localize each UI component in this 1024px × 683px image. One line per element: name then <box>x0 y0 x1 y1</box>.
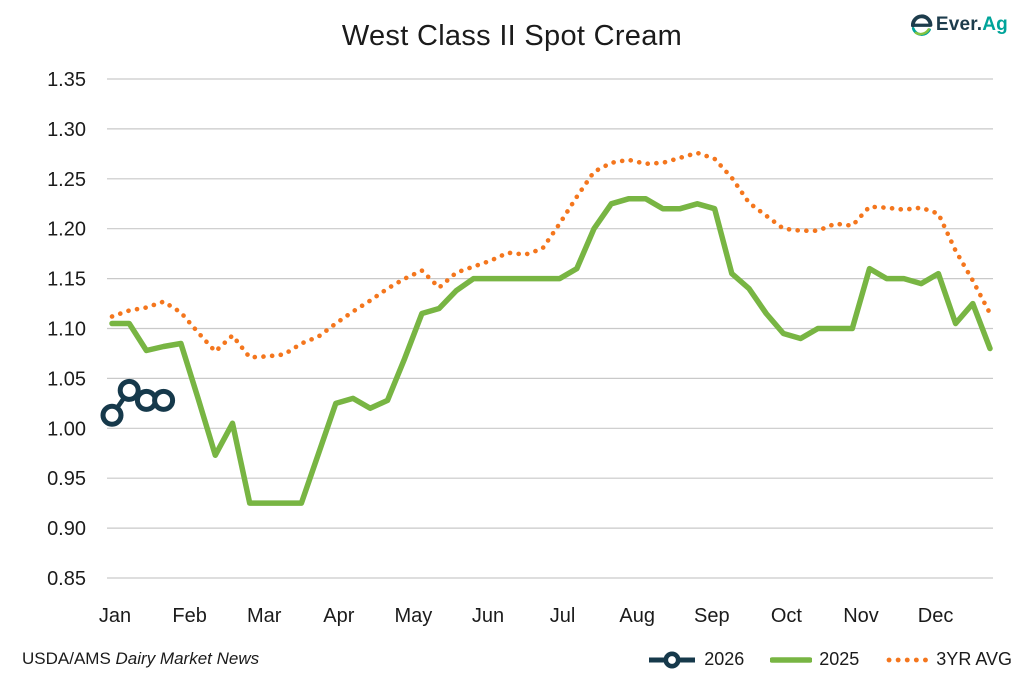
logo-text-secondary: Ag <box>982 13 1008 35</box>
legend-item-2025: 2025 <box>770 649 859 670</box>
source-name: Dairy Market News <box>115 649 260 668</box>
legend-label-3yr-avg: 3YR AVG <box>936 649 1012 669</box>
y-tick-label: 0.95 <box>47 468 86 490</box>
y-tick-label: 1.25 <box>47 169 86 191</box>
x-tick-label: Aug <box>619 605 655 627</box>
y-tick-label: 0.90 <box>47 518 86 540</box>
series-2026 <box>100 378 176 427</box>
y-tick-label: 1.15 <box>47 269 86 291</box>
y-axis-labels: 0.85 0.90 0.95 1.00 1.05 1.10 1.15 1.20 1.25 1.30… <box>47 69 86 590</box>
y-tick-label: 1.30 <box>47 119 86 141</box>
y-tick-label: 1.10 <box>47 319 86 341</box>
everag-logo: Ever.Ag <box>910 13 1008 36</box>
y-tick-label: 1.00 <box>47 418 86 440</box>
x-axis-labels: Jan Feb Mar Apr May Jun Jul Aug Sep Oct Nov Dec <box>99 605 954 627</box>
y-tick-label: 0.85 <box>47 568 86 590</box>
legend-swatch-3yr-avg-dotted-icon <box>886 657 930 662</box>
legend-swatch-2025-line-icon <box>770 656 813 663</box>
x-tick-label: Feb <box>172 605 206 627</box>
x-tick-label: Apr <box>323 605 354 627</box>
legend-swatch-2026-line-marker-icon <box>649 651 696 668</box>
y-gridlines <box>107 78 993 579</box>
x-tick-label: Jun <box>472 605 504 627</box>
series-2026-marker <box>152 388 176 412</box>
x-tick-label: Sep <box>694 605 730 627</box>
series-2026-marker <box>100 403 124 427</box>
x-tick-label: Mar <box>247 605 282 627</box>
x-tick-label: Oct <box>771 605 803 627</box>
legend-item-3yr-avg: 3YR AVG <box>885 649 1012 670</box>
legend-label-2025: 2025 <box>819 649 860 669</box>
y-tick-label: 1.05 <box>47 368 86 390</box>
chart-title: West Class II Spot Cream <box>341 20 683 52</box>
series-2025-line <box>109 196 993 506</box>
x-tick-label: Jan <box>99 605 131 627</box>
logo-text-primary: Ever. <box>935 13 983 35</box>
series-3yr-avg-line <box>109 150 993 360</box>
x-tick-label: Jul <box>550 605 576 627</box>
y-tick-label: 1.35 <box>47 69 86 91</box>
legend-label-2026: 2026 <box>704 649 745 669</box>
source-prefix: USDA/AMS <box>22 649 111 668</box>
y-tick-label: 1.20 <box>47 219 86 241</box>
x-tick-label: Nov <box>843 605 879 627</box>
chart-legend: 2026 2025 3YR AVG <box>647 649 1012 670</box>
x-tick-label: Dec <box>918 605 954 627</box>
source-note: USDA/AMS Dairy Market News <box>22 649 259 669</box>
x-tick-label: May <box>395 605 433 627</box>
everag-e-icon <box>910 14 933 36</box>
legend-item-2026: 2026 <box>647 649 744 670</box>
series-2026-marker <box>117 378 141 402</box>
